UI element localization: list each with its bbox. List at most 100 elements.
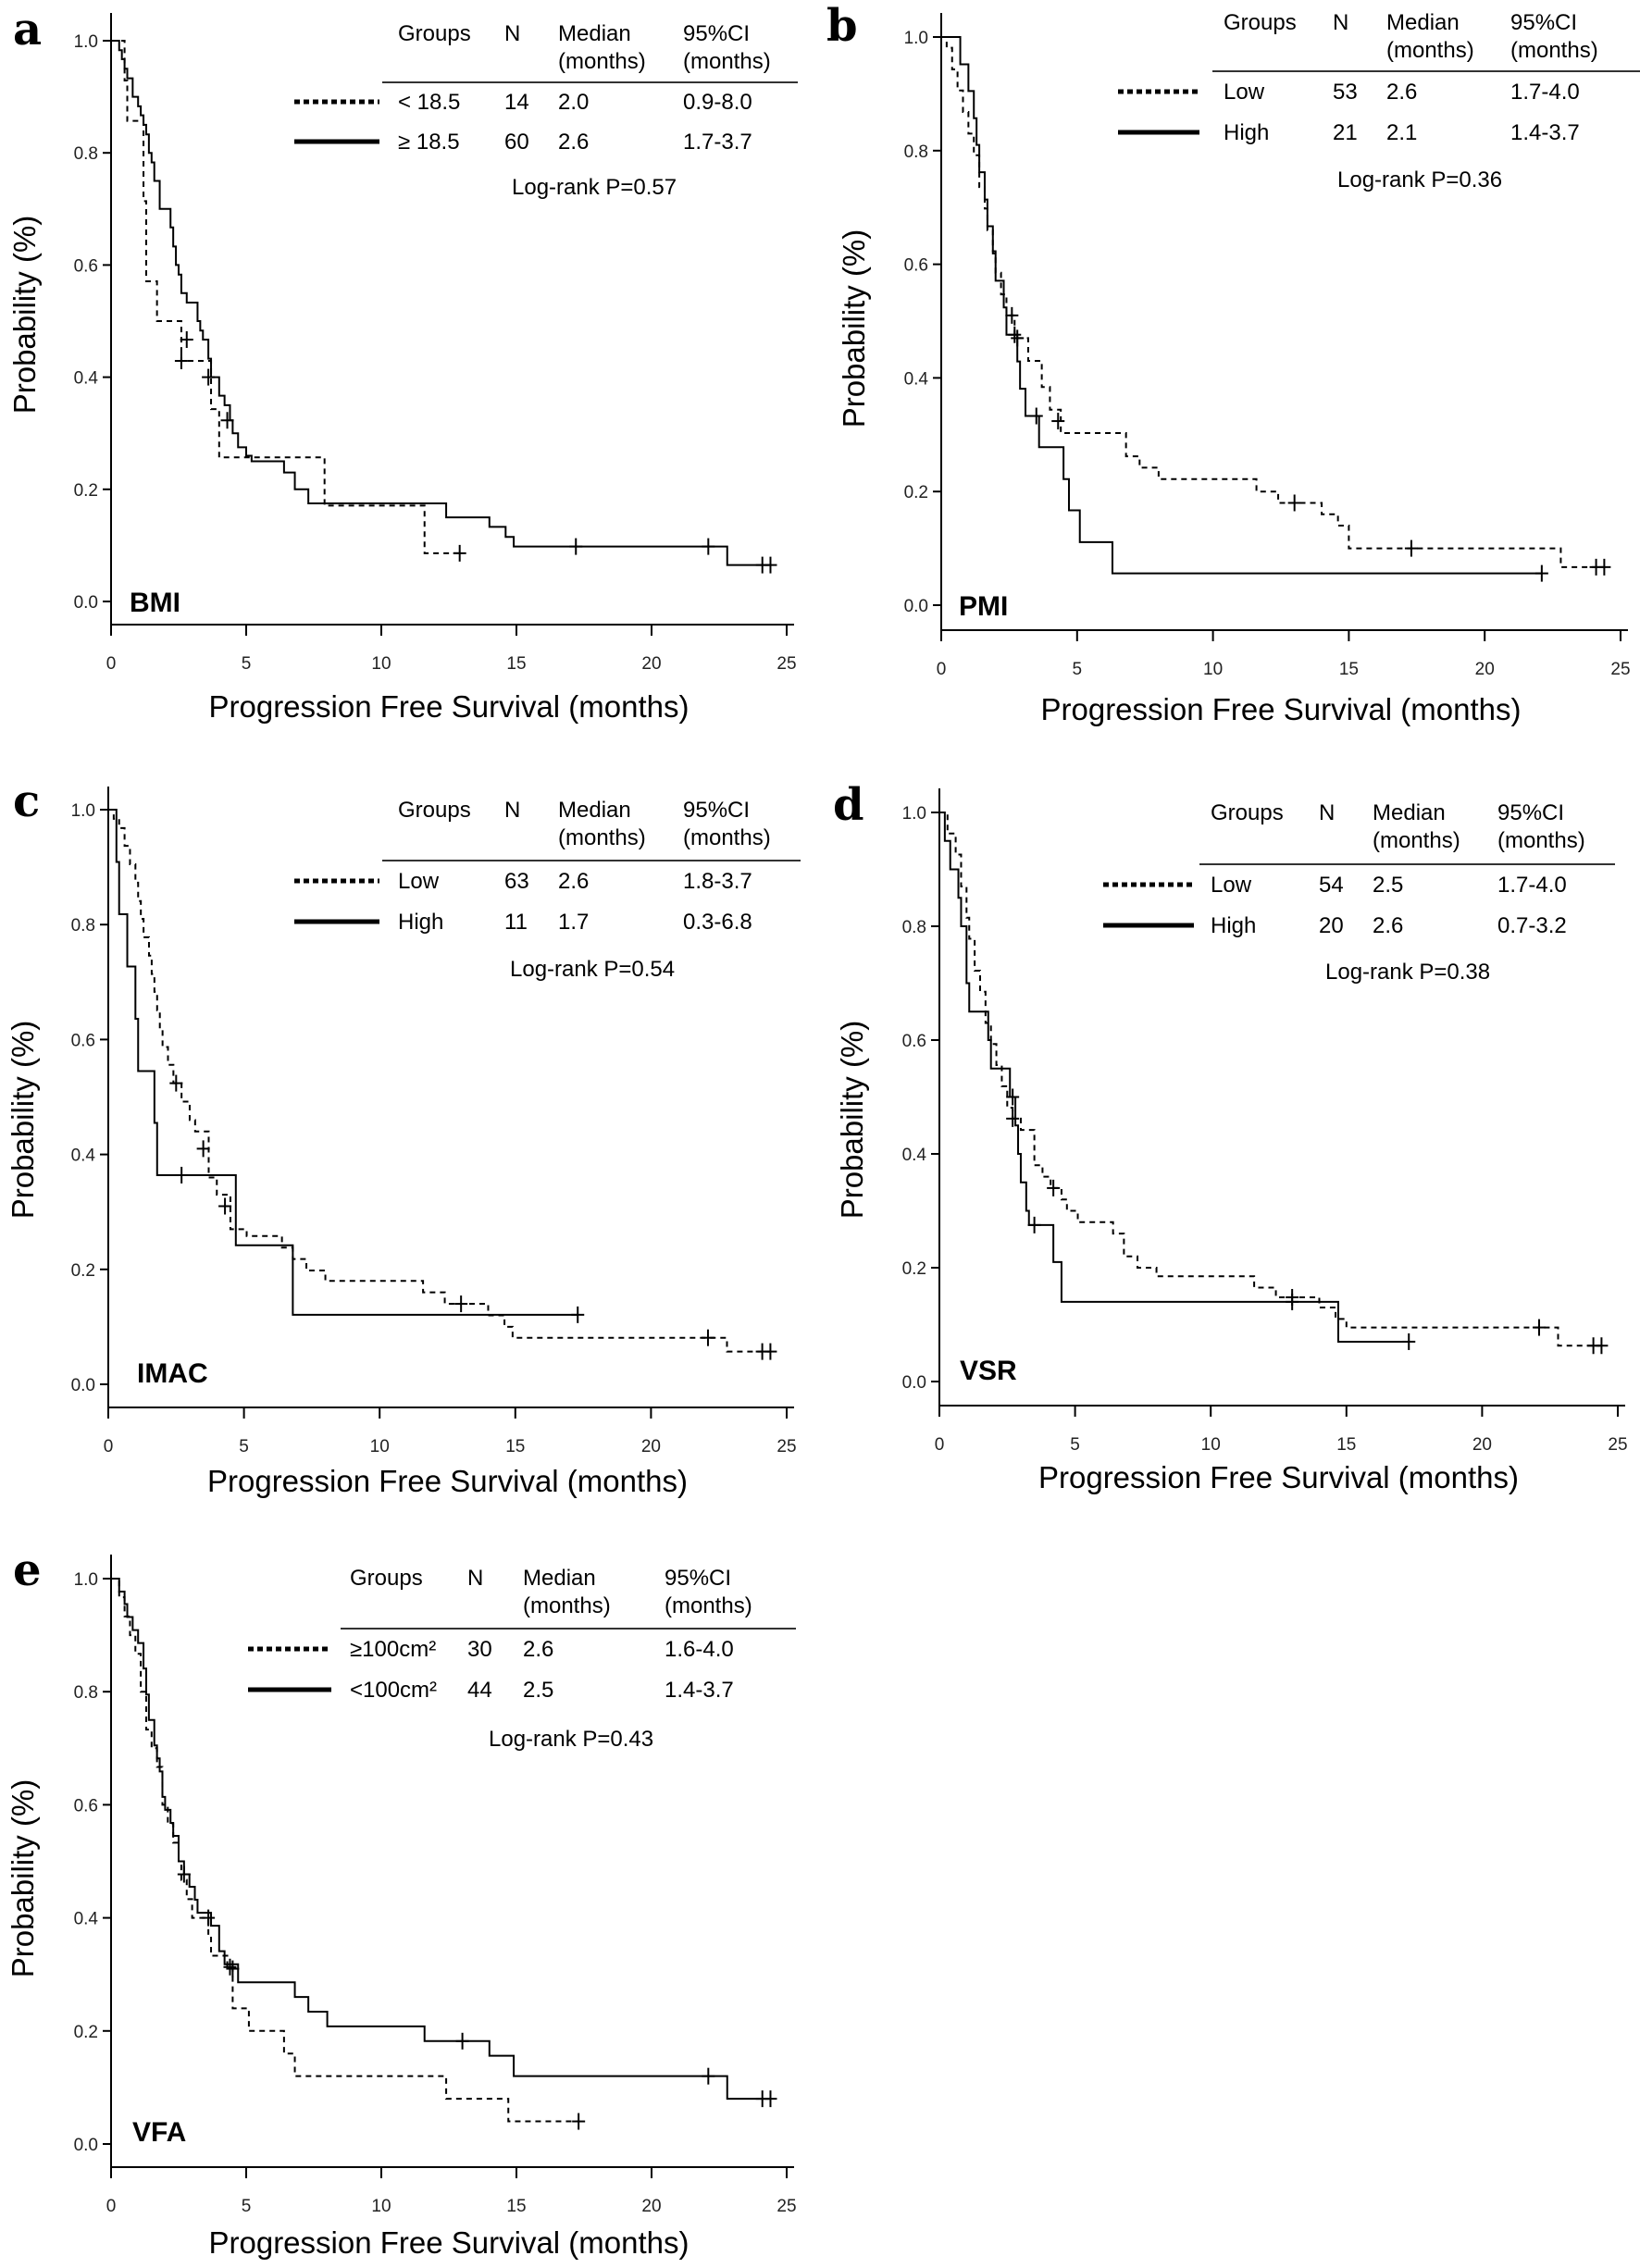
legend-table: Groups N Median 95%CI(months) (months)Low 63 2… <box>294 798 801 982</box>
x-tick-label: 10 <box>371 2197 391 2216</box>
censor-mark <box>175 1166 189 1184</box>
censor-mark <box>1006 1088 1020 1106</box>
legend-header: N <box>1333 10 1348 35</box>
legend-n: 54 <box>1319 873 1344 898</box>
censor-mark <box>764 1343 777 1360</box>
legend-header: 95%CI <box>1497 800 1564 825</box>
x-tick-label: 20 <box>641 1437 661 1456</box>
x-tick-label: 25 <box>777 654 796 674</box>
y-axis-title: Probability (%) <box>6 1021 40 1220</box>
legend-header-unit: (months) <box>665 1593 752 1618</box>
censor-mark <box>454 1295 468 1313</box>
x-tick-label: 10 <box>370 1437 390 1456</box>
legend-n: 11 <box>504 910 528 935</box>
censor-mark <box>1047 1179 1061 1196</box>
legend-median: 1.7 <box>558 910 589 935</box>
legend-group: Low <box>1211 873 1252 898</box>
logrank-p-value: Log-rank P=0.57 <box>512 175 677 200</box>
panel-e: e 0.0 0.2 0.4 0.6 0.8 1.0 0 5 10 15 20 25 Progression… <box>6 1544 797 2260</box>
x-tick-label: 20 <box>1475 660 1495 679</box>
censor-mark <box>1404 539 1418 557</box>
censor-mark <box>702 2067 715 2085</box>
x-tick-label: 25 <box>1610 660 1630 679</box>
legend-group: Low <box>398 869 440 894</box>
km-curve-dashed <box>939 812 1602 1347</box>
legend-header-unit: (months) <box>1373 828 1460 853</box>
legend-header: Median <box>558 21 631 46</box>
censor-mark <box>1597 558 1611 576</box>
x-tick-label: 20 <box>641 654 661 674</box>
legend-header: Groups <box>1224 10 1297 35</box>
legend-ci: 1.6-4.0 <box>665 1637 734 1662</box>
legend-n: 44 <box>467 1678 492 1703</box>
censor-mark <box>218 1197 232 1215</box>
legend-median: 2.1 <box>1386 120 1417 145</box>
legend-group: High <box>398 910 443 935</box>
y-tick-label: 0.8 <box>904 143 928 162</box>
y-tick-label: 0.8 <box>71 916 95 936</box>
variable-tag: PMI <box>959 591 1008 622</box>
y-tick-label: 0.0 <box>904 597 928 616</box>
censor-mark <box>177 1865 191 1883</box>
legend-table: Groups N Median 95%CI (months) (months) Low 54 2… <box>1103 800 1615 985</box>
km-curve-solid <box>939 812 1410 1343</box>
censor-mark <box>202 368 216 386</box>
censor-mark <box>702 538 715 555</box>
legend-header-unit: (months) <box>523 1593 611 1618</box>
legend-table: Groups N Median 95%CI (months) (months) < 18.5… <box>294 21 798 200</box>
y-tick-label: 0.2 <box>74 2023 98 2042</box>
x-tick-label: 0 <box>937 660 947 679</box>
legend-ci: 0.3-6.8 <box>683 910 752 935</box>
y-tick-label: 1.0 <box>904 29 928 48</box>
x-tick-label: 10 <box>371 654 391 674</box>
legend-group: < 18.5 <box>398 90 460 115</box>
censor-mark <box>572 2113 586 2130</box>
x-tick-label: 0 <box>935 1435 945 1455</box>
censor-mark <box>202 1909 216 1927</box>
censor-mark <box>174 353 188 370</box>
censor-mark <box>569 538 583 555</box>
legend-header-unit: (months) <box>1497 828 1585 853</box>
y-tick-label: 0.4 <box>74 369 99 389</box>
panel-c: c 0.0 0.2 0.4 0.6 0.8 1.0 0 5 10 15 20 25 Progression… <box>6 775 801 1498</box>
panel-letter: d <box>833 779 864 831</box>
legend-group: <100cm² <box>350 1678 437 1703</box>
km-curve-dashed <box>941 36 1605 568</box>
x-tick-label: 25 <box>1608 1435 1627 1455</box>
logrank-p-value: Log-rank P=0.36 <box>1337 167 1502 192</box>
legend-ci: 1.7-3.7 <box>683 130 752 155</box>
censor-mark <box>453 544 466 562</box>
legend-header-unit: (months) <box>683 49 771 74</box>
censor-mark <box>169 1074 183 1092</box>
censor-mark <box>1286 1293 1299 1310</box>
legend-header: Median <box>523 1566 596 1591</box>
panel-a: a 0.0 0.2 0.4 0.6 0.8 1.0 0 5 10 15 20 25 Progression… <box>7 4 798 724</box>
legend-header-unit: (months) <box>558 49 646 74</box>
x-tick-label: 5 <box>1070 1435 1080 1455</box>
y-tick-label: 0.0 <box>71 1376 95 1395</box>
legend-median: 2.6 <box>523 1637 553 1662</box>
legend-median: 2.5 <box>523 1678 553 1703</box>
censor-mark <box>223 1958 237 1976</box>
legend-header-unit: (months) <box>1386 38 1474 63</box>
legend-header: N <box>467 1566 483 1591</box>
x-axis-title: Progression Free Survival (months) <box>1040 692 1521 726</box>
panel-letter: a <box>13 4 42 56</box>
y-tick-label: 1.0 <box>74 32 98 52</box>
y-tick-label: 1.0 <box>74 1570 98 1590</box>
variable-tag: VSR <box>960 1356 1017 1386</box>
x-tick-label: 5 <box>239 1437 249 1456</box>
legend-header: Groups <box>350 1566 423 1591</box>
legend-n: 60 <box>504 130 529 155</box>
y-tick-label: 0.6 <box>74 256 98 276</box>
y-tick-label: 0.4 <box>74 1910 99 1929</box>
legend-header: Median <box>558 798 631 823</box>
legend-header-unit: (months) <box>558 825 646 850</box>
legend-ci: 0.9-8.0 <box>683 90 752 115</box>
panel-letter: c <box>13 775 40 827</box>
legend-header: Groups <box>398 798 471 823</box>
panel-b: b 0.0 0.2 0.4 0.6 0.8 1.0 0 5 10 15 20 25 Progression… <box>826 0 1640 726</box>
x-axis-title: Progression Free Survival (months) <box>208 689 689 724</box>
legend-median: 2.6 <box>558 130 589 155</box>
